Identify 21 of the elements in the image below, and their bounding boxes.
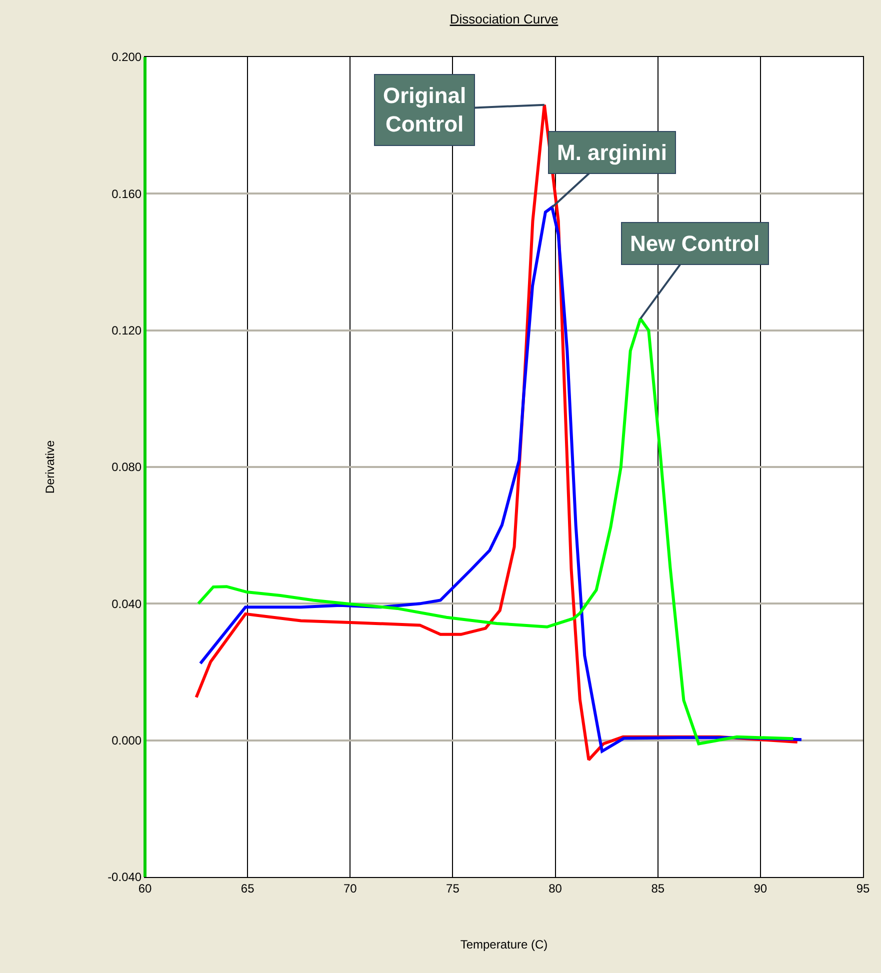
x-tick-label: 80 bbox=[548, 881, 562, 896]
y-tick-label: 0.040 bbox=[112, 596, 142, 611]
y-tick-label: 0.000 bbox=[112, 734, 142, 748]
y-tick-label: 0.080 bbox=[112, 460, 142, 474]
x-axis-title: Temperature (C) bbox=[460, 937, 548, 952]
x-tick-label: 70 bbox=[343, 881, 358, 896]
line-series bbox=[198, 206, 803, 753]
x-tick-label: 75 bbox=[446, 881, 460, 896]
x-tick-label: 65 bbox=[240, 881, 255, 896]
x-tick-label: 95 bbox=[856, 881, 870, 896]
annotation: M. arginini bbox=[557, 140, 667, 165]
y-tick-label: 0.120 bbox=[112, 324, 142, 338]
y-axis-title: Derivative bbox=[42, 440, 57, 494]
annotation: New Control bbox=[630, 231, 760, 256]
annotation: Original Control bbox=[383, 83, 466, 137]
chart-title: Dissociation Curve bbox=[450, 12, 558, 27]
y-tick-label: 0.200 bbox=[112, 50, 142, 64]
y-tick-label: 0.160 bbox=[112, 186, 142, 201]
line-series bbox=[196, 317, 795, 746]
x-tick-label: 90 bbox=[754, 881, 768, 896]
x-tick-label: 85 bbox=[651, 881, 665, 896]
